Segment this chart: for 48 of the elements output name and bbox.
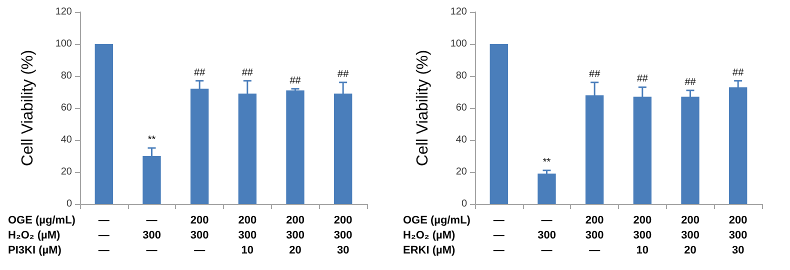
data-label: ## (290, 75, 302, 86)
data-label: ** (542, 156, 551, 168)
data-label: ** (148, 134, 156, 146)
y-axis-title: Cell Viability (%) (414, 50, 432, 166)
y-axis-title: Cell Viability (%) (20, 50, 36, 166)
text: OGE (µg/mL) (403, 214, 471, 226)
x-tick-label: 200 300 30 (728, 214, 748, 256)
x-tick-label: 200 300 — (190, 214, 209, 256)
text: PI3KI (µM) (8, 244, 62, 256)
x-tick-label: — — — (493, 214, 504, 256)
data-label: ## (589, 68, 601, 80)
x-tick-label: 200 300 — (585, 214, 604, 256)
data-label: ## (242, 67, 254, 78)
x-tick-label: 200 300 30 (334, 214, 352, 256)
y-tick-label: 80 (60, 70, 72, 82)
bar (286, 90, 304, 204)
data-label: ## (194, 67, 206, 78)
data-label: ## (636, 74, 648, 85)
x-tick-label: 200 300 20 (681, 214, 700, 256)
x-tick-label: — 300 — (142, 214, 161, 256)
bar (538, 174, 556, 204)
y-tick-label: 0 (461, 198, 468, 210)
text: H₂O₂ (µM) (403, 230, 456, 242)
x-tick-label: — 300 — (538, 214, 556, 256)
y-tick-label: 100 (55, 38, 72, 50)
text: H₂O₂ (µM) (8, 230, 60, 242)
x-tick-label: 200 300 20 (286, 214, 304, 256)
bar (490, 44, 508, 204)
data-label: ## (684, 76, 696, 88)
text: ERKI (µM) (403, 244, 456, 256)
text: OGE (µg/mL) (8, 214, 76, 226)
y-tick-label: 100 (450, 38, 468, 50)
y-tick-label: 120 (55, 6, 72, 18)
y-tick-label: 40 (60, 134, 72, 146)
data-label: ## (732, 67, 744, 78)
x-tick-label: 200 300 10 (633, 214, 652, 256)
y-tick-label: 60 (60, 102, 72, 114)
y-tick-label: 40 (456, 134, 468, 146)
y-tick-label: 60 (456, 102, 468, 114)
x-tick-label: 200 300 10 (238, 214, 257, 256)
data-label: ## (338, 68, 350, 80)
bar (94, 44, 114, 204)
y-tick-label: 20 (60, 166, 72, 178)
y-tick-label: 120 (450, 6, 468, 18)
x-tick-label: — — — (98, 214, 110, 256)
y-tick-label: 20 (456, 166, 468, 178)
y-tick-label: 0 (66, 198, 72, 210)
y-tick-label: 80 (456, 70, 468, 82)
